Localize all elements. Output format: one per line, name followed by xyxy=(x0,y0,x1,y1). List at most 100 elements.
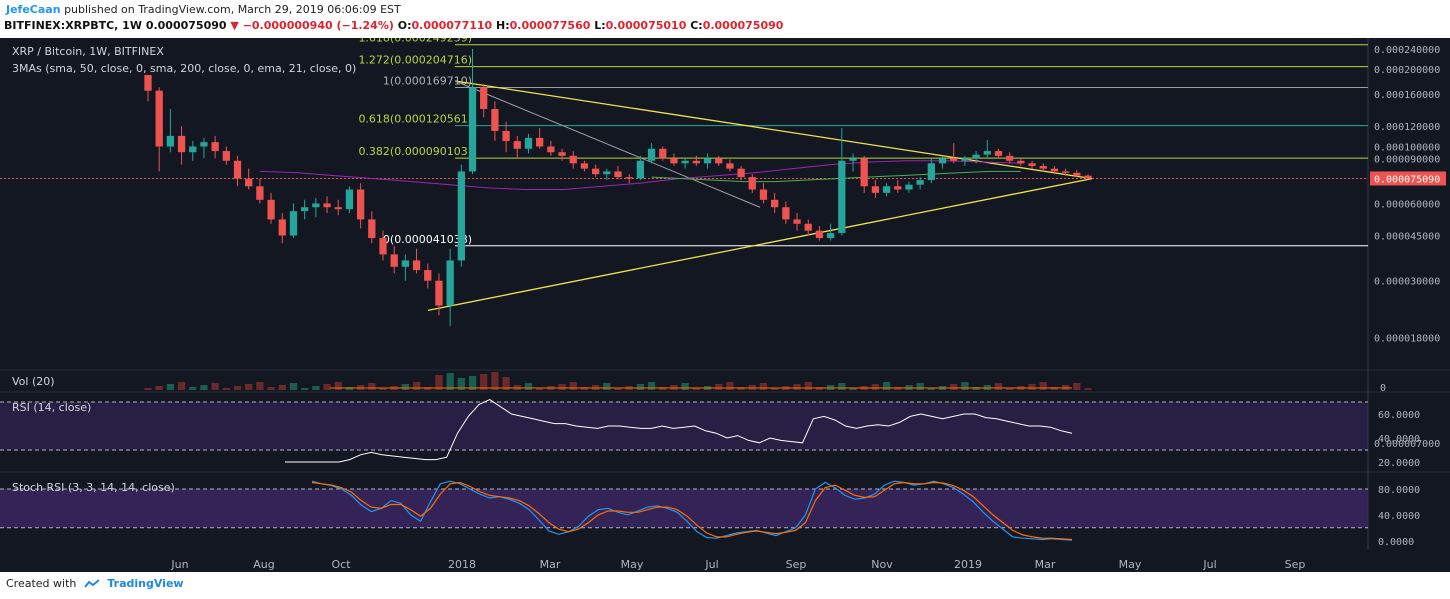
price-tick-label: 0.000045000 xyxy=(1374,232,1440,243)
fib-label: 1(0.000169710) xyxy=(383,75,472,88)
candle-body xyxy=(468,87,477,172)
candle-body xyxy=(983,151,991,155)
volume-bar xyxy=(401,384,410,390)
fib-label: 0(0.000041038) xyxy=(383,233,472,246)
volume-bar xyxy=(614,388,622,390)
candle-body xyxy=(177,135,186,153)
grey-trend-line xyxy=(454,80,761,208)
volume-title: Vol (20) xyxy=(12,375,55,388)
volume-bar xyxy=(301,388,309,390)
candle-body xyxy=(301,207,309,212)
volume-bar xyxy=(1028,384,1036,390)
candle-body xyxy=(838,160,846,234)
candle-body xyxy=(368,219,376,239)
volume-bar xyxy=(166,384,175,390)
candle-body xyxy=(826,233,835,239)
candle-body xyxy=(670,158,678,164)
candle-body xyxy=(502,130,510,142)
chart-header: JefeCaan published on TradingView.com, M… xyxy=(0,0,1450,38)
candle-body xyxy=(222,151,230,161)
time-axis-label: May xyxy=(621,558,644,571)
publish-info: published on TradingView.com, March 29, … xyxy=(64,3,401,16)
candle-body xyxy=(972,154,980,159)
stoch-band-fill xyxy=(0,488,1368,528)
volume-bar xyxy=(457,378,465,390)
publish-line: JefeCaan published on TradingView.com, M… xyxy=(6,3,401,16)
candle-body xyxy=(737,168,745,178)
time-axis-label: 2019 xyxy=(954,558,982,571)
candle-body xyxy=(692,160,700,164)
candle-body xyxy=(771,199,779,208)
candle-body xyxy=(748,177,756,190)
time-axis-label: Jun xyxy=(170,558,188,571)
rsi-tick-label: 40.0000 xyxy=(1378,434,1420,445)
candle-body xyxy=(323,203,331,208)
stoch-tick-label: 40.0000 xyxy=(1378,511,1420,522)
price-tick-label: 0.000240000 xyxy=(1374,45,1440,56)
candle-body xyxy=(1017,160,1025,164)
candle-body xyxy=(547,146,555,153)
candle-body xyxy=(256,186,264,200)
close-label: C: xyxy=(690,19,703,32)
high-value: 0.000077560 xyxy=(509,19,591,32)
price-tick-label: 0.000018000 xyxy=(1374,334,1440,345)
open-label: O: xyxy=(397,19,412,32)
candle-body xyxy=(345,189,354,210)
change-value: −0.000000940 (−1.24%) xyxy=(242,19,394,32)
volume-bar xyxy=(849,388,857,390)
volume-bar xyxy=(323,384,331,390)
candle-body xyxy=(871,186,880,193)
candle-body xyxy=(491,109,499,131)
time-axis-label: Nov xyxy=(871,558,893,571)
chart-background xyxy=(0,38,1450,572)
candle-body xyxy=(558,152,566,156)
candle-body xyxy=(659,148,667,159)
rsi-tick-label: 20.0000 xyxy=(1378,458,1420,469)
candle-body xyxy=(412,260,421,271)
candle-body xyxy=(625,177,633,179)
volume-bar xyxy=(804,382,812,390)
candle-body xyxy=(580,163,589,169)
candle-body xyxy=(524,137,533,149)
volume-bar xyxy=(838,383,846,390)
tradingview-brand[interactable]: TradingView xyxy=(107,577,184,590)
candle-body xyxy=(860,158,868,187)
candle-body xyxy=(782,207,790,220)
volume-bar xyxy=(278,385,286,390)
volume-bar xyxy=(245,384,253,390)
last-price-tag xyxy=(1370,171,1446,186)
volume-bar xyxy=(759,383,768,390)
candle-body xyxy=(569,155,577,164)
ohlc-line: BITFINEX:XRPBTC, 1W 0.000075090 ▼ −0.000… xyxy=(4,19,783,32)
candle-body xyxy=(961,158,969,161)
stoch-k-line xyxy=(311,480,1073,541)
time-axis-label: May xyxy=(1119,558,1142,571)
volume-bar xyxy=(715,384,723,390)
volume-bar xyxy=(927,388,935,390)
candle-body xyxy=(905,184,913,190)
chart-canvas[interactable]: XRP / Bitcoin, 1W, BITFINEX 3MAs (sma, 50… xyxy=(0,38,1450,572)
volume-bar xyxy=(558,384,566,390)
last-price-label: 0.000075090 xyxy=(1374,174,1440,185)
candle-body xyxy=(379,238,387,255)
time-axis-label: Oct xyxy=(331,558,351,571)
rsi-title: RSI (14, close) xyxy=(12,401,91,414)
triangle-lower-line xyxy=(427,177,1093,311)
change-arrow: ▼ xyxy=(230,19,239,32)
volume-bar xyxy=(726,382,734,390)
candle-body xyxy=(390,254,398,267)
volume-bar xyxy=(1084,388,1092,390)
time-axis-label: Jul xyxy=(704,558,718,571)
candle-body xyxy=(267,199,275,220)
rsi-line xyxy=(285,399,1073,463)
volume-bar xyxy=(961,382,969,390)
candle-body xyxy=(144,74,152,91)
volume-bar xyxy=(647,382,656,390)
candle-body xyxy=(1028,163,1036,166)
candle-body xyxy=(289,211,298,236)
candle-body xyxy=(245,178,253,187)
price-tick-label: 0.000060000 xyxy=(1374,199,1440,210)
stoch-tick-label: 0.0000 xyxy=(1378,537,1414,548)
author-name[interactable]: JefeCaan xyxy=(6,3,61,16)
stoch-d-line xyxy=(311,481,1073,541)
